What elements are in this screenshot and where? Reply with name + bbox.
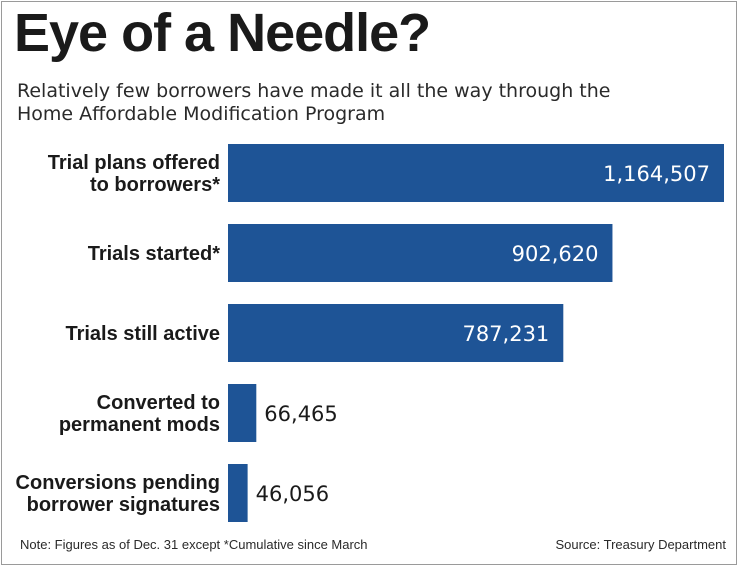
- bar-3: [228, 384, 257, 442]
- footnote: Note: Figures as of Dec. 31 except *Cumu…: [20, 537, 368, 552]
- category-label-1: Trials started*: [88, 243, 221, 265]
- source-credit: Source: Treasury Department: [555, 537, 726, 552]
- value-label-0: 1,164,507: [603, 162, 710, 186]
- value-label-1: 902,620: [512, 242, 599, 266]
- chart-title: Eye of a Needle?: [14, 3, 431, 63]
- value-label-4: 46,056: [256, 482, 329, 506]
- chart-subtitle: Relatively few borrowers have made it al…: [17, 80, 611, 125]
- value-label-3: 66,465: [264, 402, 337, 426]
- bar-1: [228, 224, 613, 282]
- value-label-2: 787,231: [462, 322, 549, 346]
- category-label-0: Trial plans offered to borrowers*: [48, 152, 220, 196]
- bar-2: [228, 304, 564, 362]
- bar-0: [228, 144, 724, 202]
- category-label-3: Converted to permanent mods: [59, 392, 220, 436]
- category-label-4: Conversions pending borrower signatures: [16, 472, 220, 516]
- bar-4: [228, 464, 248, 522]
- category-label-2: Trials still active: [65, 323, 220, 345]
